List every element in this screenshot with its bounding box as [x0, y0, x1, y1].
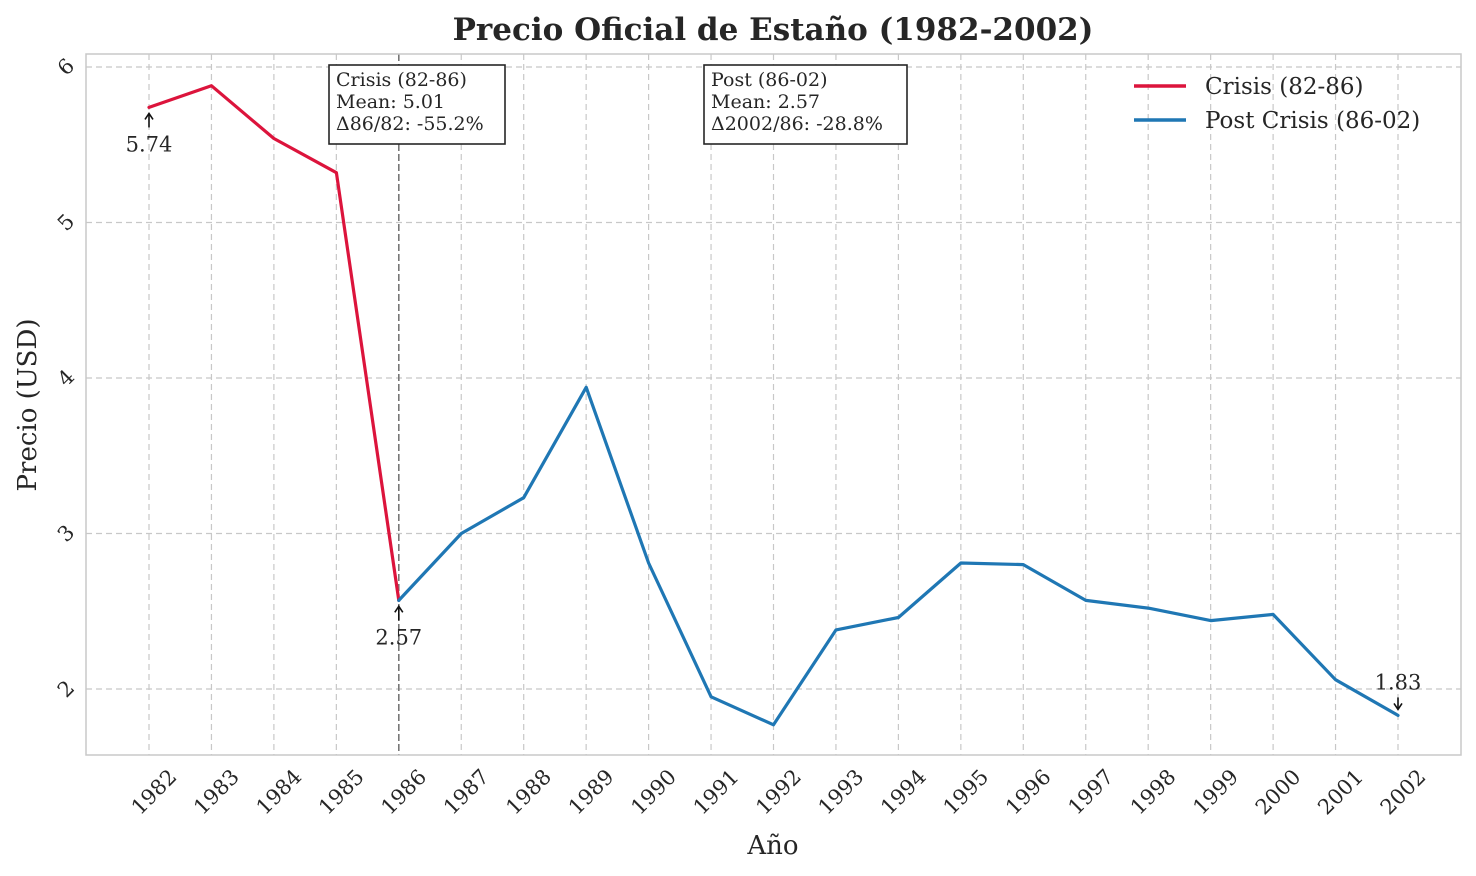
series-line-crisis [147, 84, 401, 603]
point-label-text: 2.57 [375, 625, 422, 649]
point-label-text: 5.74 [126, 132, 173, 156]
annotation-line: Post (86-02) [711, 69, 827, 91]
point-label-text: 1.83 [1375, 670, 1422, 694]
y-tick-label: 5 [53, 209, 79, 235]
x-tick-label: 1987 [439, 765, 494, 820]
plot-frame [85, 53, 1462, 756]
y-tick-label: 6 [53, 54, 79, 80]
y-axis-ticks: 2 3 4 5 6 [53, 54, 79, 702]
legend: Crisis (82-86) Post Crisis (86-02) [1134, 74, 1420, 134]
point-label-group: 5.74 [126, 111, 173, 156]
x-tick-label: 1989 [564, 765, 619, 820]
annotation-line: Mean: 2.57 [711, 91, 820, 113]
x-tick-label: 1984 [252, 765, 307, 820]
x-tick-label: 1990 [626, 765, 681, 820]
x-tick-label: 1996 [1001, 765, 1056, 820]
x-tick-label: 1991 [689, 765, 744, 820]
x-tick-label: 1995 [939, 765, 994, 820]
x-tick-label: 1997 [1063, 765, 1118, 820]
x-tick-label: 1993 [814, 765, 869, 820]
annotation-line: Δ2002/86: -28.8% [711, 113, 883, 135]
series-line-post-crisis [397, 385, 1400, 727]
y-tick-label: 4 [53, 365, 79, 391]
point-labels: 5.74 2.57 1.83 [126, 111, 1422, 711]
x-tick-label: 1983 [189, 765, 244, 820]
x-tick-label: 1988 [501, 765, 556, 820]
x-tick-label: 1994 [876, 765, 931, 820]
annotation-line: Mean: 5.01 [336, 91, 445, 113]
x-tick-label: 2000 [1251, 765, 1306, 820]
series-lines [147, 84, 1400, 727]
point-label-group: 1.83 [1375, 670, 1422, 711]
x-tick-label: 1999 [1188, 765, 1243, 820]
arrow-head [1393, 702, 1403, 711]
x-tick-label: 2002 [1376, 765, 1431, 820]
x-axis-ticks: 1982 1983 1984 1985 1986 1987 1988 1989 1990 1991… [127, 765, 1431, 820]
y-tick-label: 3 [53, 520, 79, 546]
annotation-box-frame [328, 64, 506, 145]
legend-label: Crisis (82-86) [1205, 74, 1363, 100]
arrow-head [144, 111, 154, 120]
y-axis-label: Precio (USD) [13, 319, 43, 492]
annotation-line: Δ86/82: -55.2% [336, 113, 484, 135]
grid [86, 54, 1461, 755]
x-tick-label: 1982 [127, 765, 182, 820]
legend-label: Post Crisis (86-02) [1205, 108, 1420, 134]
x-tick-label: 1985 [314, 765, 369, 820]
arrow-head [394, 604, 404, 613]
chart-title: Precio Oficial de Estaño (1982-2002) [453, 12, 1094, 48]
annotation-box-frame [703, 64, 908, 145]
y-tick-label: 2 [53, 676, 79, 702]
x-tick-label: 1986 [376, 765, 431, 820]
x-tick-label: 2001 [1313, 765, 1368, 820]
annotation-line: Crisis (82-86) [336, 69, 467, 91]
point-label-group: 2.57 [375, 604, 422, 649]
x-tick-label: 1998 [1126, 765, 1181, 820]
x-axis-label: Año [746, 831, 798, 861]
x-tick-label: 1992 [751, 765, 806, 820]
